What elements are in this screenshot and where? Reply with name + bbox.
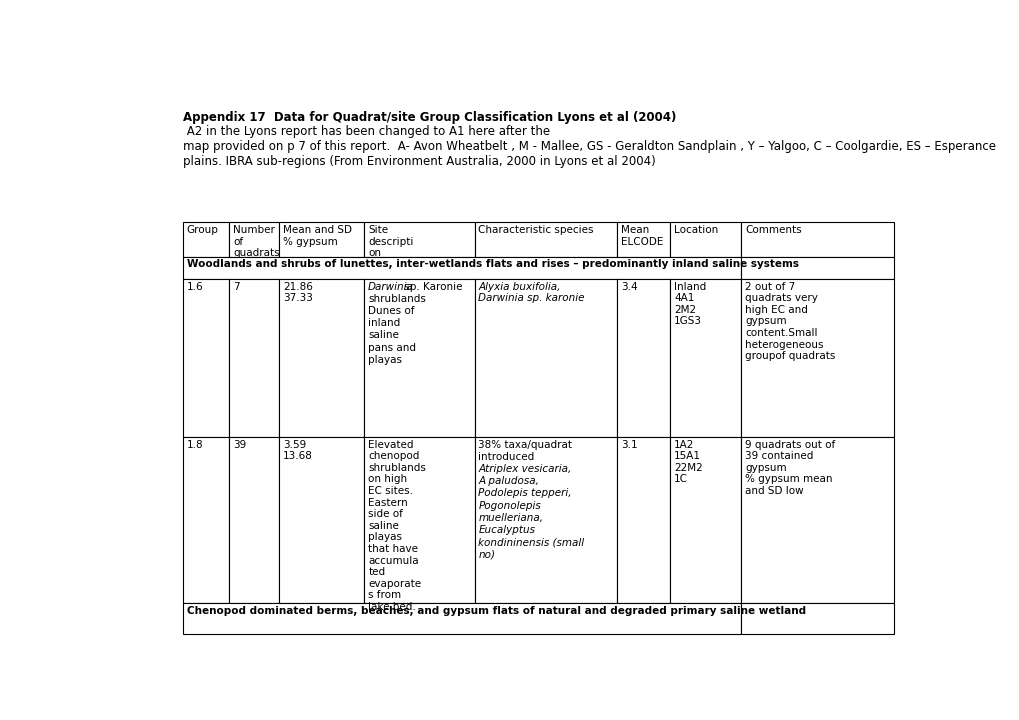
Text: kondininensis (small: kondininensis (small: [478, 537, 584, 547]
Text: Comments: Comments: [745, 225, 801, 235]
Text: Mean
ELCODE: Mean ELCODE: [621, 225, 662, 246]
Bar: [278, 279, 364, 437]
Bar: [182, 279, 229, 437]
Text: 38% taxa/quadrat: 38% taxa/quadrat: [478, 439, 572, 449]
Text: 2 out of 7
quadrats very
high EC and
gypsum
content.Small
heterogeneous
groupof : 2 out of 7 quadrats very high EC and gyp…: [745, 282, 835, 361]
Bar: [616, 437, 669, 603]
Text: no): no): [478, 549, 495, 559]
Bar: [229, 279, 278, 437]
Text: Number
of
quadrats: Number of quadrats: [232, 225, 279, 258]
Bar: [278, 437, 364, 603]
Bar: [182, 603, 741, 634]
Text: 3.1: 3.1: [621, 439, 637, 449]
Bar: [229, 222, 278, 256]
Bar: [616, 222, 669, 256]
Text: Group: Group: [186, 225, 218, 235]
Text: playas: playas: [368, 355, 401, 365]
Text: introduced: introduced: [478, 451, 534, 462]
Bar: [741, 603, 894, 634]
Bar: [616, 279, 669, 437]
Bar: [364, 437, 474, 603]
Bar: [182, 437, 229, 603]
Text: A2 in the Lyons report has been changed to A1 here after the
map provided on p 7: A2 in the Lyons report has been changed …: [182, 125, 995, 168]
Text: 39: 39: [232, 439, 246, 449]
Text: Alyxia buxifolia,
Darwinia sp. karonie: Alyxia buxifolia, Darwinia sp. karonie: [478, 282, 585, 303]
Bar: [474, 279, 616, 437]
Text: 21.86
37.33: 21.86 37.33: [282, 282, 313, 303]
Text: pans and: pans and: [368, 343, 416, 353]
Text: Eucalyptus: Eucalyptus: [478, 525, 535, 535]
Bar: [278, 222, 364, 256]
Text: Inland
4A1
2M2
1GS3: Inland 4A1 2M2 1GS3: [674, 282, 706, 326]
Text: Atriplex vesicaria,: Atriplex vesicaria,: [478, 464, 572, 474]
Bar: [669, 437, 741, 603]
Bar: [182, 222, 229, 256]
Bar: [182, 256, 741, 279]
Text: Mean and SD
% gypsum: Mean and SD % gypsum: [282, 225, 352, 246]
Text: Appendix 17  Data for Quadrat/site Group Classification Lyons et al (2004): Appendix 17 Data for Quadrat/site Group …: [182, 112, 676, 125]
Bar: [669, 279, 741, 437]
Text: Dunes of: Dunes of: [368, 306, 415, 316]
Text: Woodlands and shrubs of lunettes, inter-wetlands flats and rises – predominantly: Woodlands and shrubs of lunettes, inter-…: [186, 259, 798, 269]
Bar: [229, 437, 278, 603]
Text: Characteristic species: Characteristic species: [478, 225, 593, 235]
Bar: [741, 279, 894, 437]
Bar: [741, 256, 894, 279]
Text: 1.8: 1.8: [186, 439, 203, 449]
Text: 1A2
15A1
22M2
1C: 1A2 15A1 22M2 1C: [674, 439, 702, 485]
Text: sp. Karonie: sp. Karonie: [401, 282, 463, 292]
Text: muelleriana,: muelleriana,: [478, 513, 543, 523]
Text: Podolepis tepperi,: Podolepis tepperi,: [478, 488, 572, 498]
Text: A paludosa,: A paludosa,: [478, 476, 539, 486]
Text: Site
descripti
on: Site descripti on: [368, 225, 413, 258]
Bar: [669, 222, 741, 256]
Bar: [364, 222, 474, 256]
Text: Pogonolepis: Pogonolepis: [478, 500, 541, 510]
Bar: [741, 222, 894, 256]
Text: 3.59
13.68: 3.59 13.68: [282, 439, 313, 461]
Text: Chenopod dominated berms, beaches, and gypsum flats of natural and degraded prim: Chenopod dominated berms, beaches, and g…: [186, 606, 805, 616]
Text: 7: 7: [232, 282, 239, 292]
Bar: [364, 279, 474, 437]
Text: Darwinia: Darwinia: [368, 282, 414, 292]
Text: shrublands: shrublands: [368, 294, 426, 304]
Text: Location: Location: [674, 225, 717, 235]
Bar: [474, 437, 616, 603]
Text: inland: inland: [368, 318, 400, 328]
Text: Elevated
chenopod
shrublands
on high
EC sites.
Eastern
side of
saline
playas
tha: Elevated chenopod shrublands on high EC …: [368, 439, 426, 612]
Bar: [741, 437, 894, 603]
Text: saline: saline: [368, 330, 398, 341]
Text: 9 quadrats out of
39 contained
gypsum
% gypsum mean
and SD low: 9 quadrats out of 39 contained gypsum % …: [745, 439, 835, 496]
Text: 1.6: 1.6: [186, 282, 203, 292]
Text: 3.4: 3.4: [621, 282, 637, 292]
Bar: [474, 222, 616, 256]
